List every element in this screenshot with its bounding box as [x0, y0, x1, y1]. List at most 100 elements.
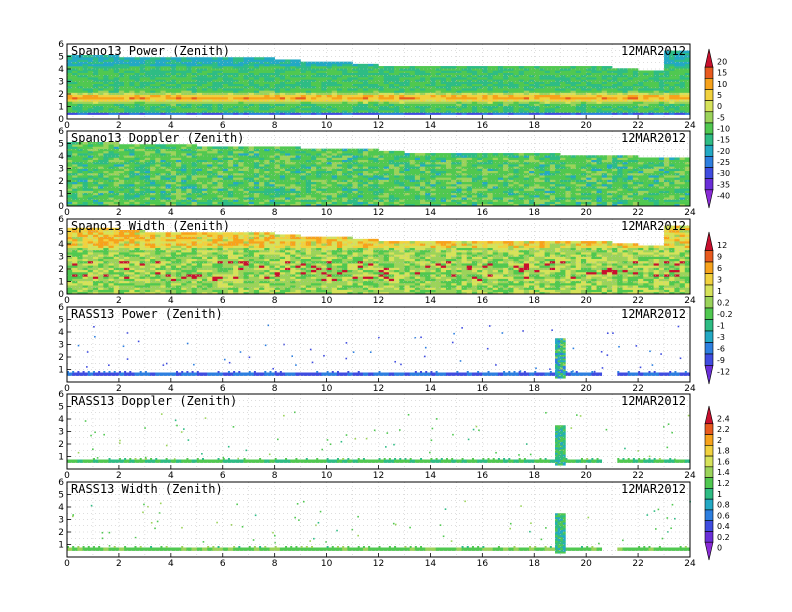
heatmap-cell: [440, 153, 447, 156]
heatmap-cell: [331, 190, 338, 194]
heatmap-cell: [118, 70, 125, 73]
heatmap-cell: [181, 150, 187, 154]
heatmap-cell: [118, 112, 125, 115]
heatmap-cell: [113, 146, 120, 149]
heatmap-cell: [113, 85, 120, 89]
heatmap-cell: [222, 63, 229, 67]
heatmap-cell: [331, 63, 338, 67]
heatmap-cell: [113, 172, 120, 176]
heatmap-cell: [316, 68, 322, 71]
heatmap-cell: [248, 183, 255, 187]
heatmap-cell: [373, 94, 379, 98]
heatmap-cell: [87, 81, 94, 85]
heatmap-cell: [409, 159, 416, 163]
heatmap-cell: [295, 101, 301, 104]
heatmap-cell: [414, 77, 421, 80]
heatmap-cell: [445, 105, 452, 109]
heatmap-cell: [368, 70, 374, 73]
heatmap-cell: [285, 157, 291, 160]
heatmap-cell: [201, 96, 208, 100]
heatmap-cell: [394, 85, 400, 89]
heatmap-cell: [342, 203, 348, 207]
heatmap-cell: [373, 199, 379, 202]
heatmap-cell: [124, 88, 130, 91]
heatmap-cell: [160, 146, 166, 149]
heatmap-cell: [238, 150, 244, 154]
heatmap-cell: [523, 77, 530, 80]
heatmap-cell: [300, 168, 307, 172]
heatmap-cell: [72, 105, 78, 109]
heatmap-cell: [383, 83, 390, 87]
heatmap-cell: [87, 85, 94, 89]
heatmap-cell: [445, 90, 452, 93]
heatmap-cell: [388, 153, 395, 156]
heatmap-cell: [679, 59, 686, 62]
heatmap-cell: [290, 85, 296, 89]
heatmap-cell: [124, 99, 130, 102]
heatmap-cell: [617, 88, 623, 91]
heatmap-cell: [404, 161, 410, 165]
heatmap-cell: [113, 153, 120, 156]
heatmap-cell: [77, 164, 83, 167]
heatmap-cell: [227, 157, 234, 160]
heatmap-cell: [212, 59, 218, 62]
heatmap-cell: [503, 96, 509, 100]
heatmap-cell: [160, 177, 166, 180]
heatmap-cell: [248, 150, 255, 154]
heatmap-cell: [451, 88, 457, 91]
heatmap-cell: [544, 68, 551, 71]
heatmap-cell: [627, 88, 634, 91]
heatmap-cell: [331, 96, 338, 100]
heatmap-cell: [259, 175, 265, 178]
heatmap-cell: [404, 159, 410, 163]
heatmap-cell: [534, 92, 540, 96]
heatmap-cell: [124, 74, 130, 78]
heatmap-cell: [331, 161, 338, 165]
heatmap-cell: [129, 96, 135, 100]
heatmap-cell: [352, 177, 359, 180]
heatmap-cell: [580, 107, 587, 111]
heatmap-cell: [336, 203, 343, 207]
heatmap-cell: [606, 105, 613, 109]
heatmap-cell: [394, 161, 400, 165]
heatmap-cell: [373, 192, 379, 196]
heatmap-cell: [549, 105, 556, 109]
heatmap-cell: [118, 107, 125, 111]
heatmap-cell: [487, 85, 494, 89]
heatmap-cell: [482, 88, 488, 91]
heatmap-cell: [269, 192, 275, 196]
heatmap-cell: [165, 144, 172, 147]
heatmap-cell: [129, 197, 135, 200]
heatmap-cell: [378, 157, 384, 160]
heatmap-cell: [274, 72, 281, 76]
heatmap-cell: [435, 90, 442, 93]
heatmap-cell: [560, 70, 566, 73]
heatmap-cell: [357, 103, 364, 107]
heatmap-cell: [290, 94, 296, 98]
heatmap-cell: [357, 177, 364, 180]
heatmap-cell: [383, 99, 390, 102]
heatmap-cell: [165, 170, 172, 174]
heatmap-cell: [503, 110, 509, 113]
heatmap-cell: [98, 188, 104, 191]
heatmap-cell: [471, 96, 478, 100]
heatmap-cell: [269, 81, 275, 85]
heatmap-cell: [492, 88, 499, 91]
heatmap-cell: [285, 190, 291, 194]
heatmap-cell: [399, 77, 405, 80]
heatmap-cell: [357, 175, 364, 178]
heatmap-cell: [87, 201, 94, 205]
heatmap-cell: [471, 83, 478, 87]
heatmap-cell: [170, 157, 177, 160]
heatmap-cell: [414, 177, 421, 180]
heatmap-cell: [451, 164, 457, 167]
heatmap-cell: [77, 99, 83, 102]
heatmap-cell: [409, 172, 416, 176]
heatmap-cell: [243, 159, 250, 163]
heatmap-cell: [222, 177, 229, 180]
heatmap-cell: [601, 92, 608, 96]
heatmap-cell: [362, 181, 369, 185]
heatmap-cell: [150, 107, 156, 111]
heatmap-cell: [290, 99, 296, 102]
heatmap-cell: [181, 72, 187, 76]
